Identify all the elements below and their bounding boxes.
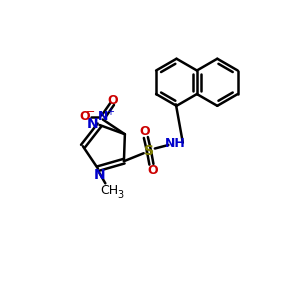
Text: O: O bbox=[108, 94, 118, 107]
Text: O: O bbox=[79, 110, 90, 123]
Text: N: N bbox=[98, 110, 109, 123]
Text: 3: 3 bbox=[118, 190, 124, 200]
Text: N: N bbox=[94, 168, 105, 182]
Text: +: + bbox=[106, 107, 114, 117]
Text: O: O bbox=[139, 125, 150, 138]
Text: CH: CH bbox=[101, 184, 119, 197]
Text: NH: NH bbox=[164, 137, 185, 150]
Text: S: S bbox=[144, 144, 154, 158]
Text: O: O bbox=[147, 164, 158, 176]
Text: −: − bbox=[86, 106, 96, 116]
Text: N: N bbox=[87, 116, 99, 130]
